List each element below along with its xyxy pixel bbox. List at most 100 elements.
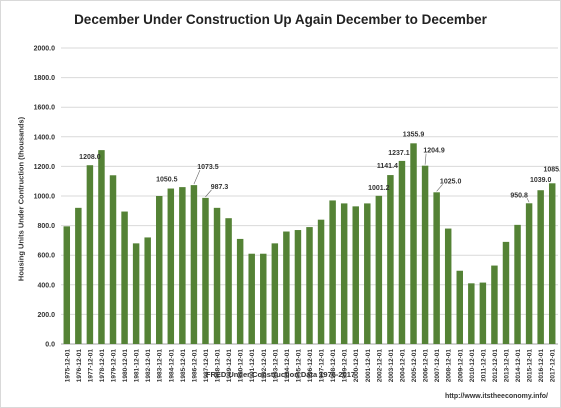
bar (271, 243, 279, 344)
bar (202, 197, 209, 344)
data-label: 1039.0 (530, 177, 552, 184)
x-tick-label: 2012-12-01 (492, 349, 499, 383)
bar (63, 226, 71, 344)
bar (109, 175, 117, 344)
x-tick-label: 2015-12-01 (527, 349, 534, 383)
x-tick-label: 2016-12-01 (538, 349, 545, 383)
x-tick-label: 1989-12-01 (226, 349, 233, 383)
x-tick-label: 1978-12-01 (99, 349, 106, 383)
bar (294, 230, 302, 344)
y-tick-label: 1200.0 (34, 164, 56, 171)
source-url: http://www.itstheeconomy.info/ (444, 393, 548, 400)
data-label-leader (436, 184, 443, 192)
data-label-leader (526, 198, 530, 203)
bar (375, 195, 383, 344)
bar (364, 203, 371, 344)
x-tick-label: 1999-12-01 (342, 349, 349, 383)
bar (502, 241, 510, 344)
x-tick-label: 1982-12-01 (145, 349, 152, 383)
bar (514, 224, 521, 344)
x-tick-label: 2004-12-01 (399, 349, 406, 383)
bar (340, 203, 348, 344)
y-tick-label: 400.0 (37, 282, 55, 289)
x-tick-label: 1987-12-01 (203, 349, 210, 383)
data-label: 987.3 (211, 184, 229, 191)
y-tick-label: 2000.0 (34, 46, 56, 53)
bar (179, 187, 186, 344)
x-tick-label: 1994-12-01 (284, 349, 291, 383)
x-tick-label: 1996-12-01 (307, 349, 314, 383)
data-label: 1050.5 (156, 177, 178, 184)
x-tick-label: 2013-12-01 (503, 349, 510, 383)
x-tick-label: 2007-12-01 (434, 349, 441, 383)
bar (121, 211, 128, 344)
y-tick-label: 1600.0 (34, 105, 56, 112)
x-tick-label: 2000-12-01 (353, 349, 360, 383)
x-tick-label: 1992-12-01 (261, 349, 268, 383)
bar (86, 165, 94, 344)
bar (398, 160, 406, 344)
data-label: 1085.8 (544, 166, 560, 173)
bar (283, 231, 290, 344)
bar (156, 196, 163, 344)
x-tick-label: 1980-12-01 (122, 349, 129, 383)
x-tick-label: 2001-12-01 (365, 349, 372, 383)
bar (190, 185, 198, 344)
y-tick-label: 800.0 (37, 223, 55, 230)
bar (444, 228, 452, 344)
x-tick-label: 1985-12-01 (180, 349, 187, 383)
bar (387, 175, 394, 344)
bar (75, 207, 82, 344)
bar (317, 219, 325, 344)
bar (525, 203, 533, 344)
x-tick-label: 2006-12-01 (423, 349, 430, 383)
x-axis-label: FRED Under Construction Data 1976-2017 (205, 370, 356, 379)
x-tick-label: 2003-12-01 (388, 349, 395, 383)
x-tick-label: 1976-12-01 (76, 349, 83, 383)
x-tick-label: 1975-12-01 (64, 349, 71, 383)
x-tick-label: 1993-12-01 (272, 349, 279, 383)
y-tick-label: 200.0 (37, 312, 55, 319)
bar (410, 143, 417, 344)
bar (260, 253, 267, 344)
data-label: 1208.0 (79, 154, 101, 161)
x-tick-label: 1995-12-01 (295, 349, 302, 383)
bar (352, 206, 359, 344)
bar (132, 243, 140, 344)
data-label: 1025.0 (440, 178, 462, 185)
bar (248, 253, 255, 344)
x-tick-label: 1984-12-01 (168, 349, 175, 383)
x-tick-label: 2010-12-01 (469, 349, 476, 383)
data-label: 1204.9 (423, 148, 445, 155)
bar (98, 150, 105, 344)
x-tick-label: 1988-12-01 (215, 349, 222, 383)
data-label: 1237.1 (388, 150, 410, 157)
x-tick-label: 1990-12-01 (238, 349, 245, 383)
x-tick-label: 2008-12-01 (446, 349, 453, 383)
x-tick-label: 2009-12-01 (457, 349, 464, 383)
x-tick-label: 2005-12-01 (411, 349, 418, 383)
data-label: 1001.2 (368, 185, 390, 192)
y-tick-label: 1800.0 (34, 75, 56, 82)
bar (225, 218, 232, 344)
y-tick-label: 600.0 (37, 253, 55, 260)
x-tick-label: 2002-12-01 (376, 349, 383, 383)
x-tick-label: 1983-12-01 (157, 349, 164, 383)
x-tick-label: 2011-12-01 (480, 349, 487, 382)
bar (548, 183, 556, 344)
bar (468, 283, 475, 344)
x-tick-label: 2014-12-01 (515, 349, 522, 383)
x-tick-label: 1977-12-01 (87, 349, 94, 383)
bar (306, 227, 313, 344)
data-label: 1073.5 (197, 164, 219, 171)
x-tick-label: 1981-12-01 (134, 349, 141, 383)
y-axis-label: Housing Units Under Contruction (thousan… (16, 116, 26, 282)
data-label: 1141.4 (377, 163, 398, 170)
x-tick-label: 1998-12-01 (330, 349, 337, 383)
chart-title: December Under Construction Up Again Dec… (74, 12, 487, 27)
x-tick-label: 2017-12-01 (550, 349, 557, 383)
bar (421, 165, 429, 344)
x-tick-label: 1979-12-01 (111, 349, 118, 383)
